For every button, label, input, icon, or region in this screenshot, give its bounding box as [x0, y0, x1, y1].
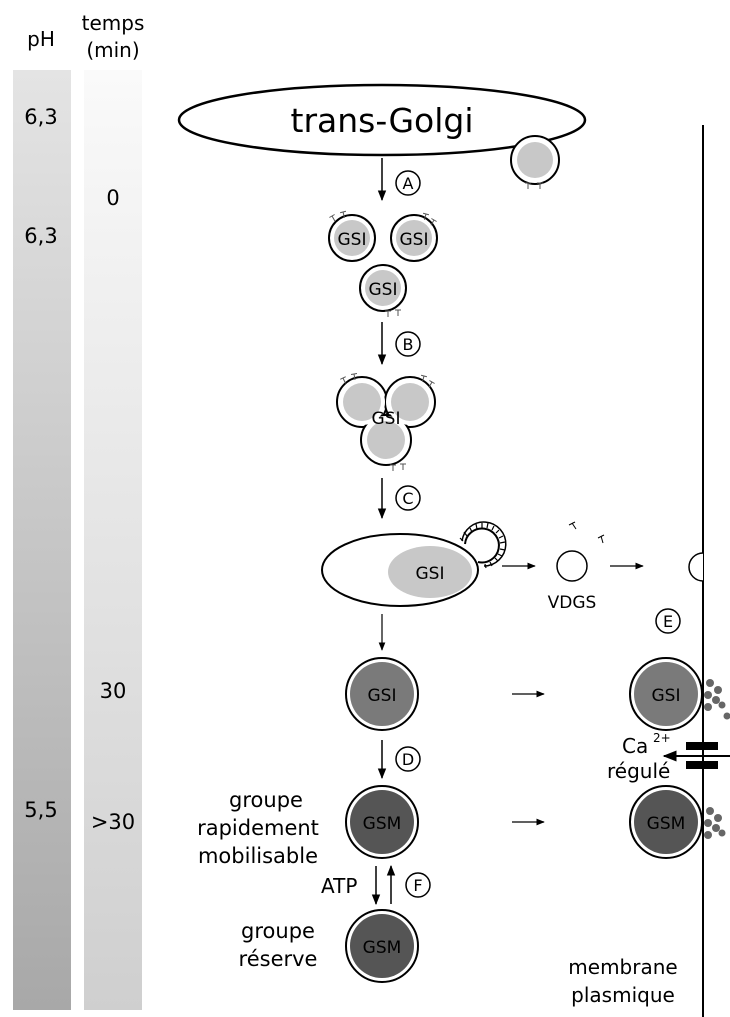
svg-text:C: C — [402, 489, 413, 508]
gsi-vesicle: GSI — [328, 210, 376, 262]
time-value: 0 — [106, 186, 119, 210]
step-d-label: D — [395, 746, 421, 772]
svg-text:GSI: GSI — [338, 230, 367, 250]
calcium-channel-top — [686, 742, 718, 750]
svg-text:GSI: GSI — [372, 409, 401, 429]
svg-text:GSM: GSM — [363, 814, 402, 834]
gsm-granule-reserve: GSM — [345, 909, 419, 983]
ph-value: 6,3 — [24, 105, 57, 129]
svg-text:GSI: GSI — [416, 564, 445, 584]
time-value: 30 — [100, 679, 127, 703]
golgi-label: trans-Golgi — [291, 101, 474, 140]
svg-text:GSI: GSI — [652, 686, 681, 706]
ph-gradient-bar — [13, 70, 71, 1010]
svg-text:D: D — [402, 750, 414, 769]
gsi-granule-mature: GSI — [345, 657, 419, 731]
membrane-label: plasmique — [571, 983, 675, 1007]
vdgs-ticks — [568, 521, 605, 544]
released-content-dots — [704, 807, 726, 839]
calcium-charge: 2+ — [653, 731, 671, 745]
calcium-label: Ca — [622, 734, 648, 758]
trans-golgi — [177, 83, 587, 157]
svg-text:F: F — [413, 876, 422, 895]
gsi-vesicle: GSI — [390, 212, 438, 262]
svg-text:GSM: GSM — [363, 938, 402, 958]
regulated-label: régulé — [607, 759, 670, 783]
reserve-pool-label: réserve — [239, 947, 318, 971]
rapid-pool-label: groupe — [229, 788, 303, 812]
calcium-channel-bottom — [686, 761, 718, 769]
svg-text:GSM: GSM — [647, 814, 686, 834]
svg-text:B: B — [403, 335, 414, 354]
ph-header: pH — [27, 27, 55, 51]
svg-text:GSI: GSI — [368, 686, 397, 706]
time-gradient-bar — [84, 70, 142, 1010]
step-a-label: A — [395, 170, 421, 196]
step-e-label: E — [655, 608, 681, 634]
clathrin-coated-bud — [459, 521, 507, 569]
fusing-gsi-cluster: GSI — [336, 372, 436, 472]
svg-text:E: E — [663, 612, 673, 631]
time-header-line1: temps — [82, 11, 145, 35]
ph-value: 5,5 — [24, 798, 57, 822]
membrane-label: membrane — [568, 955, 677, 979]
gsm-granule-docked: GSM — [629, 785, 703, 859]
svg-text:A: A — [403, 174, 414, 193]
step-b-label: B — [395, 331, 421, 357]
rapid-pool-label: mobilisable — [198, 844, 318, 868]
vdgs-label: VDGS — [548, 593, 597, 613]
gsi-granule-docked: GSI — [629, 657, 703, 731]
time-value: >30 — [91, 810, 135, 834]
ph-value: 6,3 — [24, 224, 57, 248]
reserve-pool-label: groupe — [241, 919, 315, 943]
released-content-dots — [704, 679, 730, 720]
budding-vesicle — [510, 135, 560, 190]
svg-text:GSI: GSI — [400, 230, 429, 250]
svg-text:GSI: GSI — [369, 280, 398, 300]
vdgs-vesicle — [556, 550, 588, 582]
step-c-label: C — [395, 485, 421, 511]
step-f-label: F — [405, 872, 431, 898]
gsm-granule-rapid: GSM — [345, 785, 419, 859]
time-header-line2: (min) — [86, 38, 139, 62]
gsi-vesicle: GSI — [359, 264, 407, 318]
rapid-pool-label: rapidement — [197, 816, 319, 840]
membrane-fusion-pit — [688, 552, 704, 582]
immature-granule: GSI — [321, 533, 479, 607]
atp-label: ATP — [321, 874, 357, 898]
